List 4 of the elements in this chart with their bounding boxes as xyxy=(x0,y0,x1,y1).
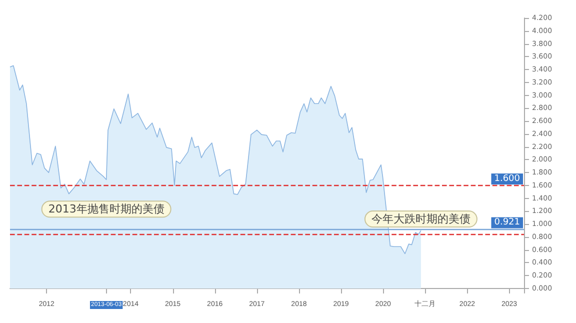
annotation: 2013年抛售时期的美债 xyxy=(48,202,164,216)
ref-line-label: 0.921 xyxy=(494,218,520,228)
annotation: 今年大跌时期的美债 xyxy=(371,212,470,226)
ref-line-label: 1.600 xyxy=(494,174,520,184)
